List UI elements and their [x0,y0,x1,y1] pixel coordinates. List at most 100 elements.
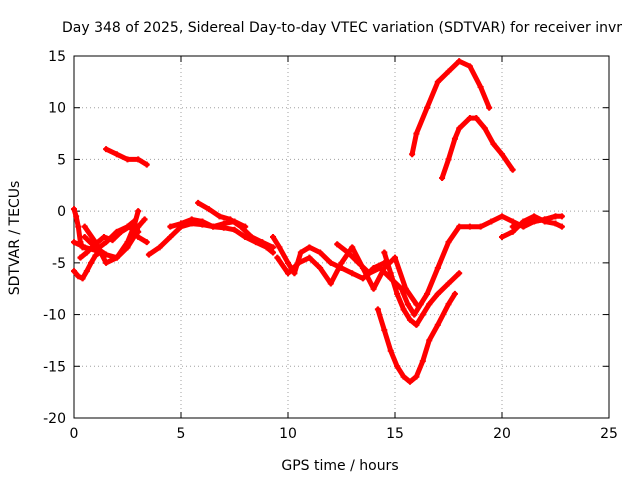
data-point-marker [400,306,407,313]
data-point-marker [434,265,441,272]
data-point-marker [359,275,366,282]
data-point-marker [317,249,324,256]
data-point-marker [270,249,277,256]
data-point-marker [531,213,538,220]
data-point-marker [124,239,131,246]
data-point-marker [334,241,341,248]
data-point-marker [552,213,559,220]
axes: 0 5 10 15 20 25 -20 -15 -10 -5 0 5 10 15 [43,49,618,442]
data-point-marker [477,223,484,230]
data-point-marker [327,259,334,266]
data-point-marker [509,166,516,173]
data-point-marker [349,270,356,277]
data-point-marker [135,208,142,215]
data-point-marker [227,216,234,223]
data-point-marker [466,223,473,230]
y-tick-label: -15 [43,359,66,375]
data-point-marker [141,216,148,223]
data-point-marker [205,206,212,213]
data-point-marker [143,239,150,246]
data-point-marker [398,285,405,292]
data-point-marker [445,156,452,163]
data-point-marker [419,358,426,365]
data-point-marker [231,226,238,233]
data-point-marker [558,223,565,230]
data-point-marker [387,347,394,354]
data-point-marker [195,199,202,206]
data-point-marker [100,234,107,240]
data-point-marker [499,234,505,240]
y-tick-label: -20 [43,411,66,427]
x-tick-label: 20 [493,426,511,442]
data-point-marker [259,239,266,246]
data-point-marker [291,270,298,277]
data-point-marker [242,234,249,240]
data-point-marker [426,337,433,344]
data-point-marker [124,156,131,163]
data-series [71,58,565,385]
series-track-n [381,249,463,328]
data-point-marker [541,216,548,223]
data-point-marker [509,218,516,225]
data-point-marker [338,259,345,266]
data-point-marker [81,223,88,230]
series-line [375,291,458,385]
data-point-marker [306,244,313,251]
data-point-marker [81,234,88,240]
data-point-marker [103,259,110,266]
x-tick-label: 15 [386,426,404,442]
data-point-marker [374,306,381,313]
data-point-marker [349,244,356,251]
data-point-marker [499,213,505,220]
series-track-g [103,146,150,168]
y-axis-label: SDTVAR / TECUs [7,181,23,296]
data-point-marker [445,280,452,287]
data-point-marker [417,301,424,308]
data-point-marker [75,223,82,230]
data-point-marker [71,239,77,246]
x-tick-label: 25 [600,426,618,442]
data-point-marker [274,254,281,261]
data-point-marker [295,259,302,266]
data-point-marker [81,244,88,251]
series-track-l [274,244,420,308]
data-point-marker [237,223,244,230]
data-point-marker [466,63,473,70]
data-point-marker [381,327,388,334]
data-point-marker [426,301,433,308]
data-point-marker [79,275,86,282]
data-point-marker [145,251,152,258]
data-point-marker [248,234,255,240]
data-point-marker [377,265,384,272]
data-point-marker [434,78,441,85]
y-tick-label: -10 [43,308,66,324]
data-point-marker [473,115,480,122]
data-point-marker [456,58,463,65]
data-point-marker [370,285,377,292]
data-point-marker [411,311,418,318]
data-point-marker [156,244,163,251]
data-point-marker [344,249,351,256]
data-point-marker [276,244,283,251]
data-point-marker [406,378,413,385]
series-track-o [374,290,458,385]
x-tick-label: 0 [70,426,79,442]
data-point-marker [520,220,527,227]
data-point-marker [509,228,516,235]
data-point-marker [456,270,463,277]
data-point-marker [406,316,413,323]
data-point-marker [118,228,125,235]
data-point-marker [83,268,90,275]
data-point-marker [445,239,452,246]
data-point-marker [270,244,277,251]
data-point-marker [285,270,291,277]
data-point-marker [77,254,84,261]
series-track-s [509,213,559,230]
data-point-marker [71,268,77,275]
data-point-marker [109,237,116,244]
data-point-marker [445,68,452,75]
data-point-marker [439,175,446,182]
data-point-marker [481,125,488,132]
grid [74,56,609,418]
series-line [103,146,150,168]
